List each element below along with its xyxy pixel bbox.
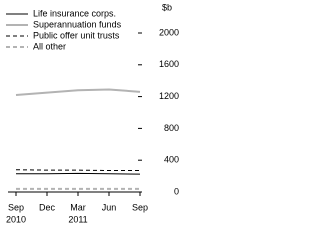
legend-label: Public offer unit trusts bbox=[33, 30, 120, 40]
chart: $b 0 400 800 1200 1600 2000 Sep 2010 Dec Mar 2011 J… bbox=[6, 2, 179, 224]
y-tick-label: 400 bbox=[164, 155, 179, 165]
legend-label: Life insurance corps. bbox=[33, 8, 116, 18]
x-tick-label: Sep bbox=[132, 202, 148, 212]
y-tick-label: 1200 bbox=[159, 91, 179, 101]
x-tick-label: Jun bbox=[102, 202, 117, 212]
y-axis-label: $b bbox=[162, 2, 172, 12]
y-tick-label: 1600 bbox=[159, 59, 179, 69]
y-tick-label: 800 bbox=[164, 123, 179, 133]
x-tick-label: Mar bbox=[70, 202, 86, 212]
x-tick-label: Dec bbox=[39, 202, 56, 212]
series-line bbox=[16, 172, 141, 175]
series-line bbox=[15, 88, 141, 97]
x-tick-label: Sep bbox=[8, 202, 24, 212]
series-line bbox=[15, 169, 140, 172]
legend-label: All other bbox=[33, 41, 66, 51]
y-tick-label: 0 bbox=[174, 186, 179, 196]
legend-label: Superannuation funds bbox=[33, 19, 122, 29]
y-tick-label: 2000 bbox=[159, 27, 179, 37]
x-tick-year: 2011 bbox=[68, 214, 87, 224]
x-tick-year: 2010 bbox=[6, 214, 26, 224]
